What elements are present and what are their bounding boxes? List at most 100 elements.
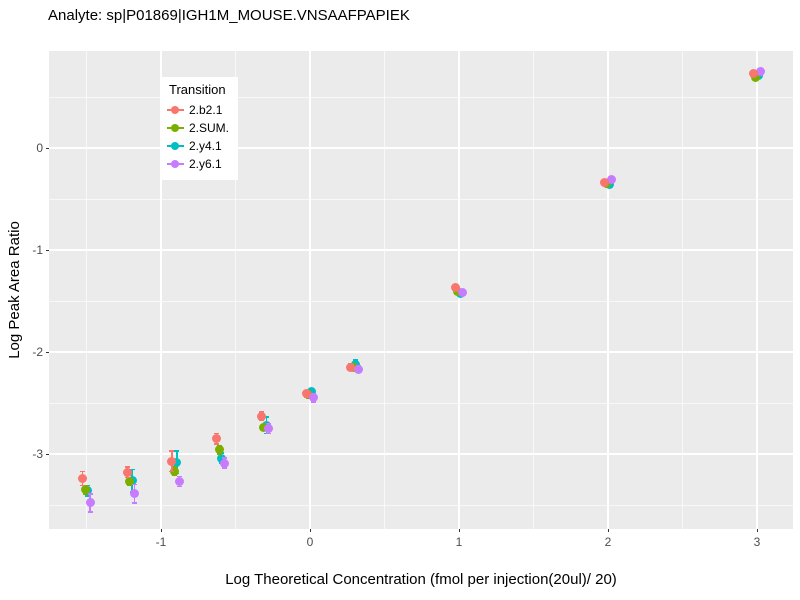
legend-item-label: 2.SUM. <box>189 121 230 135</box>
legend-item-label: 2.b2.1 <box>189 103 223 117</box>
error-bar-cap <box>266 432 272 435</box>
y-tick-label: -3 <box>32 447 43 461</box>
y-major-gridline <box>49 147 793 149</box>
error-bar-cap <box>169 450 175 452</box>
data-point <box>756 67 765 76</box>
data-point <box>130 489 140 499</box>
error-bar-cap <box>87 492 93 495</box>
error-bar-cap <box>174 450 180 452</box>
error-bar-cap <box>221 457 227 459</box>
legend-key-dot <box>171 142 179 150</box>
data-point <box>125 477 135 487</box>
error-bar-cap <box>85 495 90 497</box>
y-tick-mark <box>46 352 49 353</box>
y-axis-title: Log Peak Area Ratio <box>6 221 23 359</box>
data-point <box>346 362 356 372</box>
legend-title: Transition <box>169 82 226 97</box>
legend-item-label: 2.y6.1 <box>189 157 222 171</box>
y-minor-gridline <box>49 504 793 506</box>
data-point <box>167 456 177 466</box>
legend-key-dot <box>171 124 179 132</box>
x-tick-mark <box>310 529 311 532</box>
error-bar-cap <box>169 470 175 473</box>
x-tick-label: 0 <box>306 535 314 549</box>
y-tick-label: 0 <box>36 141 43 155</box>
legend-item: 2.y6.1 <box>167 155 229 173</box>
x-tick-label: 1 <box>455 535 463 549</box>
error-bar-cap <box>263 416 269 419</box>
data-point <box>453 287 462 297</box>
x-tick-mark <box>608 529 609 532</box>
y-tick-mark <box>46 454 49 455</box>
x-minor-gridline <box>86 51 87 529</box>
x-tick-mark <box>459 529 460 532</box>
data-point <box>607 175 616 185</box>
legend: Transition 2.b2.1 2.SUM. 2.y4.1 2.y6.1 <box>162 77 239 180</box>
x-major-gridline <box>607 51 609 529</box>
data-point <box>122 467 132 477</box>
x-minor-gridline <box>533 51 534 529</box>
data-point <box>80 485 90 495</box>
x-minor-gridline <box>682 51 683 529</box>
legend-key-glyph <box>167 121 184 135</box>
y-minor-gridline <box>49 198 793 200</box>
error-bar-cap <box>176 475 182 478</box>
error-bar-cap <box>80 470 85 473</box>
legend-key-glyph <box>167 157 184 171</box>
data-point <box>78 473 87 483</box>
legend-key-glyph <box>167 139 184 153</box>
data-point <box>450 283 460 293</box>
x-tick-mark <box>757 529 758 532</box>
y-tick-mark <box>46 148 49 149</box>
error-bar-cap <box>87 511 93 513</box>
error-bar-cap <box>129 468 135 471</box>
data-point <box>85 498 95 508</box>
data-point <box>264 424 274 433</box>
x-tick-mark <box>161 529 162 532</box>
x-axis-title: Log Theoretical Concentration (fmol per … <box>225 571 617 588</box>
x-tick-label: -1 <box>155 535 167 549</box>
legend-key-dot <box>171 106 179 114</box>
y-minor-gridline <box>49 300 793 302</box>
error-bar-cap <box>132 502 138 504</box>
data-point <box>748 69 758 79</box>
data-point <box>172 457 182 467</box>
y-tick-label: -2 <box>32 345 43 359</box>
error-bar-cap <box>221 467 227 470</box>
error-bar-cap <box>266 422 272 425</box>
x-minor-gridline <box>235 51 236 529</box>
error-bar-cap <box>124 466 130 469</box>
y-major-gridline <box>49 453 793 455</box>
error-bar-cap <box>176 485 182 488</box>
y-tick-mark <box>46 250 49 251</box>
legend-key-glyph <box>167 103 184 117</box>
y-major-gridline <box>49 351 793 353</box>
data-point <box>174 477 184 487</box>
error-bar-cap <box>124 476 130 479</box>
legend-items: 2.b2.1 2.SUM. 2.y4.1 2.y6.1 <box>167 101 229 173</box>
error-bar-cap <box>80 484 85 487</box>
data-point <box>751 73 760 83</box>
x-major-gridline <box>756 51 758 529</box>
data-point <box>599 178 609 188</box>
chart-title: Analyte: sp|P01869|IGH1M_MOUSE.VNSAAFPAP… <box>48 7 410 24</box>
x-major-gridline <box>160 51 162 529</box>
data-point <box>219 458 229 468</box>
data-point <box>301 389 311 399</box>
legend-item: 2.SUM. <box>167 119 229 137</box>
plot-panel <box>49 51 793 529</box>
x-minor-gridline <box>384 51 385 529</box>
data-point <box>353 364 363 374</box>
data-point <box>214 445 224 455</box>
data-point <box>256 411 266 421</box>
data-point <box>309 393 318 403</box>
legend-item-label: 2.y4.1 <box>189 139 222 153</box>
y-minor-gridline <box>49 96 793 98</box>
data-point <box>169 466 179 476</box>
legend-item: 2.b2.1 <box>167 101 229 119</box>
data-point <box>259 422 269 432</box>
error-bar-cap <box>214 432 220 435</box>
data-point <box>212 434 222 444</box>
data-point <box>458 288 467 298</box>
